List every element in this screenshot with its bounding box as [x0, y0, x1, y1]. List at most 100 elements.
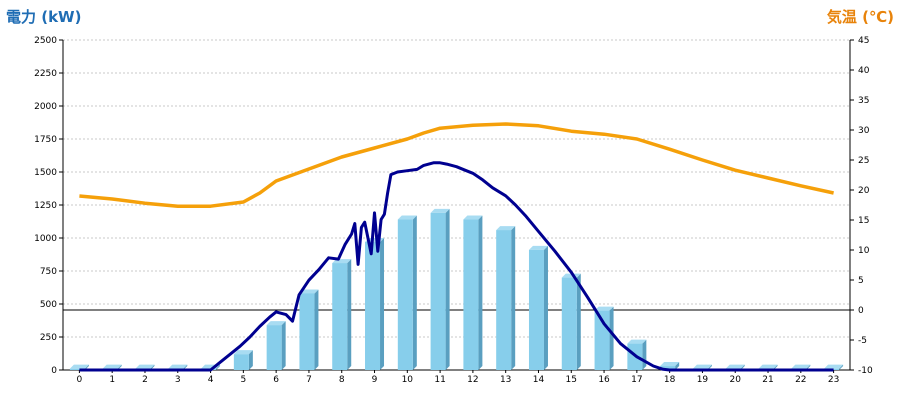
x-tick-label: 15: [566, 375, 577, 385]
bar-top: [627, 339, 647, 344]
bar: [496, 230, 512, 370]
bar-top: [594, 306, 614, 311]
y2-tick-label: 20: [858, 186, 870, 196]
x-tick-label: 6: [273, 375, 279, 385]
bar-top: [430, 208, 450, 213]
bar-top: [168, 364, 188, 369]
bar-side: [478, 215, 483, 370]
bar-side: [412, 215, 417, 370]
bar-side: [216, 364, 221, 370]
y2-tick-label: 5: [858, 276, 864, 286]
bar: [365, 241, 381, 370]
bar: [332, 263, 348, 370]
y2-tick-label: 35: [858, 96, 869, 106]
y2-tick-label: 45: [858, 36, 869, 46]
bar: [299, 293, 315, 370]
bar-top: [660, 362, 680, 367]
x-tick-label: 12: [467, 375, 478, 385]
bar: [266, 325, 282, 370]
y-tick-label: 250: [40, 333, 57, 343]
x-tick-label: 18: [664, 375, 676, 385]
bar-side: [642, 339, 647, 370]
bar-top: [496, 226, 516, 231]
bar-top: [561, 273, 581, 278]
y-tick-label: 1250: [34, 201, 57, 211]
x-tick-label: 14: [533, 375, 545, 385]
bar: [233, 354, 249, 370]
y2-tick-label: 40: [858, 66, 870, 76]
y-tick-label: 500: [40, 300, 57, 310]
bar-top: [824, 364, 844, 369]
bar-top: [791, 364, 811, 369]
bar-top: [69, 364, 89, 369]
y2-tick-label: 25: [858, 156, 869, 166]
y-tick-label: 2000: [34, 102, 57, 112]
bar-top: [233, 350, 253, 355]
x-tick-label: 9: [372, 375, 378, 385]
x-tick-label: 8: [339, 375, 345, 385]
bar: [69, 368, 85, 370]
x-tick-label: 21: [762, 375, 773, 385]
bar-top: [725, 364, 745, 369]
bar-top: [299, 289, 319, 294]
power-line: [79, 161, 834, 372]
y-tick-label: 1750: [34, 135, 57, 145]
bar-side: [281, 321, 286, 370]
bar: [660, 366, 676, 370]
y2-tick-label: 10: [858, 246, 870, 256]
bar: [397, 219, 413, 370]
y2-tick-label: 0: [858, 306, 864, 316]
right-axis-title: 気温 (℃): [826, 8, 894, 26]
bar-side: [609, 306, 614, 370]
x-tick-label: 5: [240, 375, 246, 385]
x-tick-label: 10: [402, 375, 414, 385]
bar-side: [675, 362, 680, 370]
x-tick-label: 1: [109, 375, 115, 385]
bar-side: [543, 245, 548, 370]
x-tick-label: 11: [434, 375, 445, 385]
y-tick-label: 1500: [34, 168, 57, 178]
bar-top: [463, 215, 483, 220]
x-tick-label: 17: [631, 375, 642, 385]
x-tick-label: 2: [142, 375, 148, 385]
bar-side: [576, 273, 581, 370]
bar-top: [397, 215, 417, 220]
x-tick-label: 23: [828, 375, 839, 385]
y-tick-label: 2500: [34, 36, 57, 46]
temperature-line: [79, 122, 834, 208]
bar: [528, 249, 544, 370]
y-tick-label: 0: [51, 366, 57, 376]
x-tick-label: 0: [77, 375, 83, 385]
x-tick-label: 22: [795, 375, 806, 385]
bar-side: [445, 208, 450, 370]
x-tick-label: 20: [730, 375, 742, 385]
bar-top: [266, 321, 286, 326]
y2-tick-label: 15: [858, 216, 869, 226]
y-tick-label: 2250: [34, 69, 57, 79]
bar-side: [511, 226, 516, 370]
left-axis-title: 電力 (kW): [6, 8, 82, 26]
bar-top: [528, 245, 548, 250]
y2-tick-label: -10: [858, 366, 873, 376]
bar-side: [248, 350, 253, 370]
y-tick-label: 750: [40, 267, 57, 277]
bar-side: [380, 237, 385, 370]
bar-top: [102, 364, 122, 369]
bar-side: [839, 364, 844, 370]
x-tick-label: 4: [208, 375, 214, 385]
y-tick-label: 1000: [34, 234, 57, 244]
x-tick-label: 13: [500, 375, 511, 385]
bar-side: [347, 259, 352, 370]
bar: [463, 219, 479, 370]
bar-top: [135, 364, 155, 369]
bar-top: [692, 364, 712, 369]
x-tick-label: 19: [697, 375, 709, 385]
bar-side: [314, 289, 319, 370]
x-tick-label: 7: [306, 375, 312, 385]
bar-top: [758, 364, 778, 369]
y2-tick-label: -5: [858, 336, 867, 346]
x-tick-label: 16: [598, 375, 610, 385]
x-tick-label: 3: [175, 375, 181, 385]
